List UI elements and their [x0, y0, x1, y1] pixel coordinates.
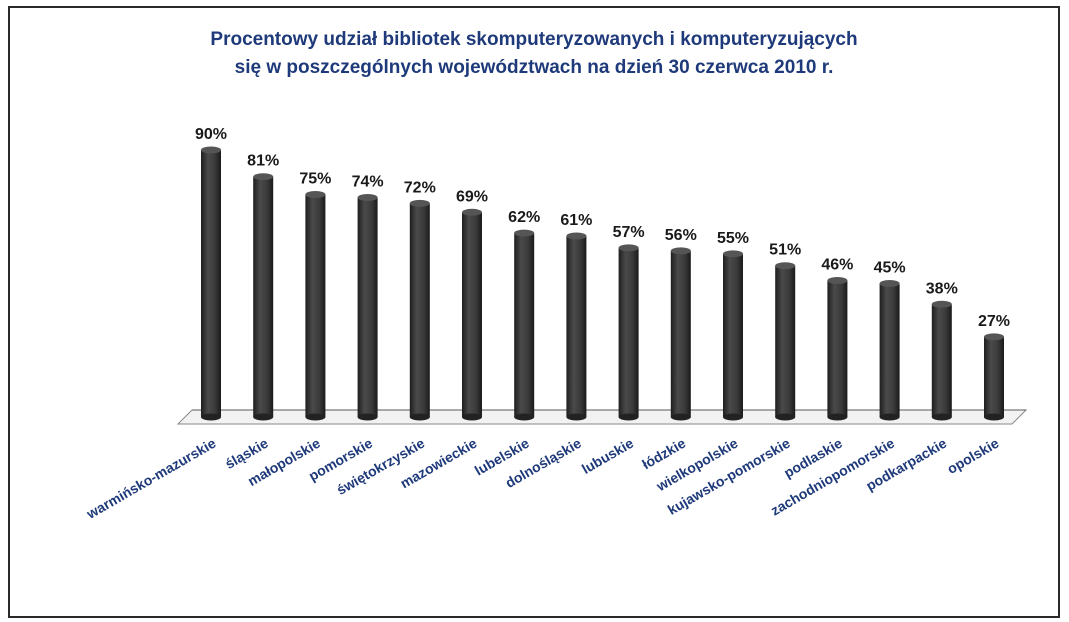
data-label: 69% [456, 188, 488, 205]
data-label: 55% [717, 230, 749, 247]
category-label: lubuskie [579, 435, 636, 477]
data-label: 56% [665, 227, 697, 244]
data-label: 72% [404, 179, 436, 196]
data-label: 45% [874, 260, 906, 277]
bar [827, 277, 848, 421]
data-label: 51% [769, 242, 801, 259]
chart-title: Procentowy udział bibliotek skomputeryzo… [8, 26, 1060, 82]
bar [566, 232, 587, 421]
bar [305, 191, 326, 421]
chart-title-line-2: się w poszczególnych województwach na dz… [234, 57, 834, 78]
data-label: 81% [247, 153, 279, 170]
category-label: opolskie [944, 435, 1001, 477]
bar [723, 250, 743, 421]
bar [357, 193, 378, 421]
bar [462, 208, 482, 421]
data-label: 27% [978, 313, 1010, 330]
bar [514, 229, 535, 421]
data-label: 74% [352, 173, 384, 190]
bar [775, 262, 796, 421]
data-label: 38% [926, 280, 958, 297]
category-label: świętokrzyskie [334, 435, 428, 498]
bar [201, 146, 221, 421]
chart-title-line-1: Procentowy udział bibliotek skomputeryzo… [210, 29, 858, 50]
bar [670, 247, 691, 421]
data-label: 90% [195, 126, 227, 143]
data-label: 57% [613, 224, 645, 241]
data-label: 46% [821, 257, 853, 274]
bar [618, 244, 639, 421]
bar [409, 199, 430, 421]
data-label: 61% [560, 212, 592, 229]
data-label: 75% [299, 171, 331, 188]
bar [984, 333, 1004, 421]
category-label: warmińsko-mazurskie [83, 435, 219, 523]
bar [253, 173, 274, 421]
bar [879, 280, 900, 421]
data-label: 62% [508, 209, 540, 226]
bar [931, 300, 952, 421]
